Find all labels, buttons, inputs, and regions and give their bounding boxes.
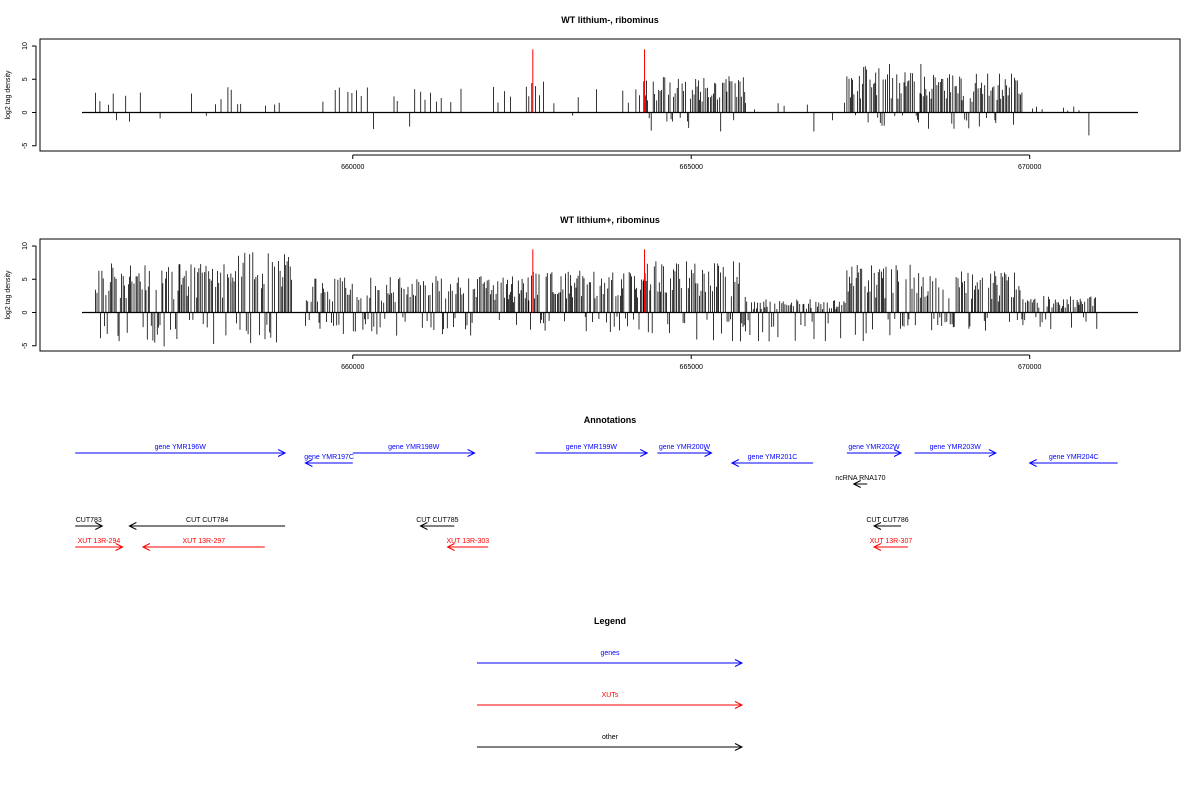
feature-label: XUT 13R-307	[870, 538, 913, 545]
y-tick-label: 10	[22, 242, 29, 250]
legend-label: genes	[600, 650, 620, 657]
feature-arrow-head	[872, 522, 882, 530]
annotations-title: Annotations	[584, 415, 637, 425]
legend-arrow-head	[734, 743, 744, 751]
legend-title: Legend	[594, 616, 626, 626]
x-axis: 660000 665000 670000	[341, 354, 1041, 371]
feature: XUT 13R-297	[141, 538, 265, 551]
feature-label: gene YMR202W	[848, 444, 900, 451]
feature-arrow-head	[115, 543, 124, 551]
feature-label: XUT 13R-303	[446, 538, 489, 545]
y-tick-label: 5	[22, 277, 29, 281]
y-axis: -5 0 5 10	[22, 42, 37, 149]
feature-label: gene YMR198W	[388, 444, 440, 451]
feature-label: XUT 13R-297	[182, 538, 225, 545]
feature-arrow-head	[128, 522, 137, 530]
feature: CUT783	[75, 517, 104, 530]
feature-label: CUT CUT786	[866, 517, 908, 524]
feature: gene YMR203W	[914, 444, 997, 457]
y-axis-label: log2 tag density	[5, 270, 12, 320]
legend-panel: Legend genes XUTs other	[477, 616, 744, 751]
track-panel-lithium-minus: WT lithium-, ribominus log2 tag density …	[5, 15, 1181, 171]
feature: CUT CUT784	[128, 517, 286, 530]
x-tick-label: 665000	[680, 364, 703, 371]
legend-entry: other	[477, 734, 744, 751]
y-axis-label: log2 tag density	[5, 70, 12, 120]
feature-label: gene YMR200W	[659, 444, 711, 451]
feature-arrow-head	[304, 459, 313, 467]
plot-frame	[39, 238, 1181, 352]
feature: gene YMR198W	[352, 444, 476, 457]
panel-title: WT lithium-, ribominus	[561, 15, 659, 25]
feature-label: ncRNA RNA170	[835, 475, 885, 482]
feature-label: CUT CUT784	[186, 517, 228, 524]
feature: CUT CUT786	[866, 517, 909, 530]
feature: gene YMR199W	[535, 444, 649, 457]
feature-arrow-head	[704, 449, 713, 457]
feature-arrow-head	[467, 449, 476, 457]
legend-label: XUTs	[602, 692, 619, 699]
legend-entry: genes	[477, 650, 744, 667]
y-axis: -5 0 5 10	[22, 242, 37, 349]
y-tick-label: 0	[22, 110, 29, 114]
feature-arrow-head	[730, 459, 740, 467]
feature-label: CUT CUT785	[416, 517, 458, 524]
x-tick-label: 670000	[1018, 364, 1041, 371]
feature-label: gene YMR199W	[566, 444, 618, 451]
feature: XUT 13R-294	[75, 538, 124, 551]
y-tick-label: 5	[22, 77, 29, 81]
feature: ncRNA RNA170	[835, 475, 886, 488]
feature-arrows: gene YMR196W gene YMR197C gene YMR198W gene…	[75, 444, 1118, 551]
feature-arrow-head	[893, 449, 903, 457]
feature: gene YMR204C	[1028, 454, 1118, 467]
feature-label: gene YMR203W	[930, 444, 982, 451]
track-panel-lithium-plus: WT lithium+, ribominus log2 tag density …	[5, 215, 1181, 371]
feature-label: gene YMR204C	[1049, 454, 1099, 461]
feature-label: gene YMR197C	[304, 454, 354, 461]
feature-label: XUT 13R-294	[78, 538, 121, 545]
feature-arrow-head	[852, 480, 861, 488]
feature: gene YMR196W	[75, 444, 287, 457]
feature-arrow-head	[95, 522, 104, 530]
feature-label: gene YMR201C	[748, 454, 798, 461]
feature-label: gene YMR196W	[155, 444, 207, 451]
y-tick-label: -5	[22, 143, 29, 149]
feature: XUT 13R-303	[446, 538, 489, 551]
feature: gene YMR202W	[846, 444, 903, 457]
plot-frame	[39, 38, 1181, 152]
density-bars	[82, 249, 1138, 347]
x-tick-label: 665000	[680, 164, 703, 171]
feature-arrow-head	[988, 449, 997, 457]
feature: gene YMR200W	[657, 444, 713, 457]
feature-label: CUT783	[76, 517, 102, 524]
feature-arrow-head	[141, 543, 151, 551]
feature: XUT 13R-307	[870, 538, 913, 551]
x-axis: 660000 665000 670000	[341, 154, 1041, 171]
feature-arrow-head	[419, 522, 428, 530]
legend-entry: XUTs	[477, 692, 744, 709]
legend-arrow-head	[734, 659, 744, 667]
feature: gene YMR201C	[730, 454, 814, 467]
feature-arrow-head	[872, 543, 882, 551]
feature: gene YMR197C	[304, 454, 354, 467]
x-tick-label: 670000	[1018, 164, 1041, 171]
legend-label: other	[602, 734, 619, 741]
y-tick-label: -5	[22, 343, 29, 349]
density-bars	[82, 49, 1138, 136]
panel-title: WT lithium+, ribominus	[560, 215, 660, 225]
legend-entries: genes XUTs other	[477, 650, 744, 751]
legend-arrow-head	[734, 701, 744, 709]
x-tick-label: 660000	[341, 364, 364, 371]
feature-arrow-head	[640, 449, 649, 457]
feature-arrow-head	[446, 543, 455, 551]
y-tick-label: 10	[22, 42, 29, 50]
y-tick-label: 0	[22, 310, 29, 314]
feature: CUT CUT785	[416, 517, 459, 530]
feature-arrow-head	[1028, 459, 1037, 467]
x-tick-label: 660000	[341, 164, 364, 171]
feature-arrow-head	[277, 449, 287, 457]
